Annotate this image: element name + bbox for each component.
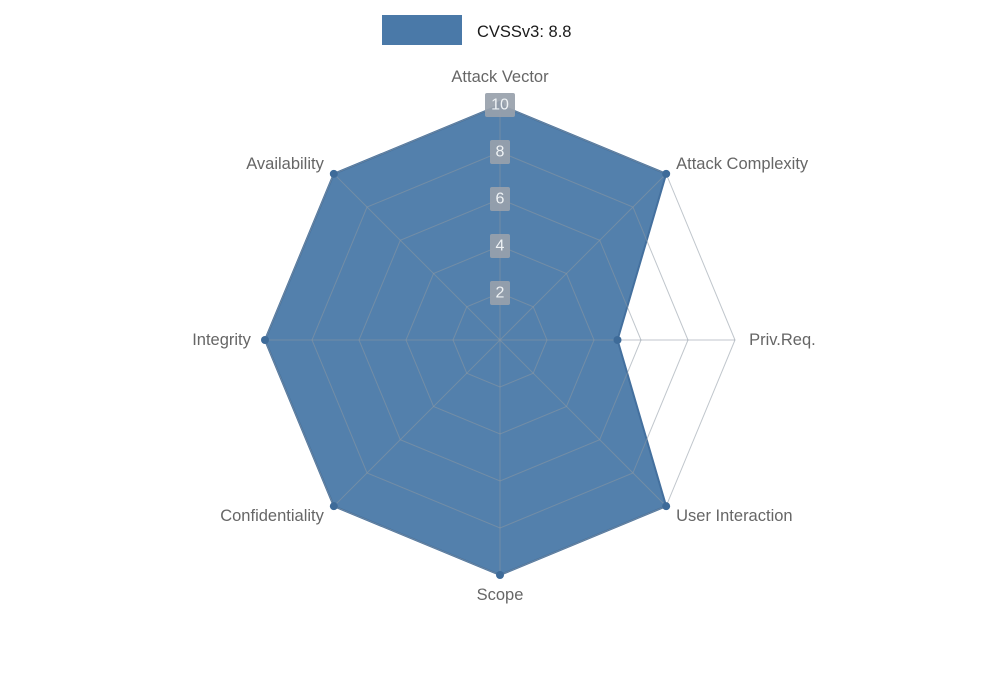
tick-label: 6 xyxy=(496,191,505,208)
tick-label: 8 xyxy=(496,144,505,161)
tick-label: 4 xyxy=(496,238,505,255)
axis-label-availability: Availability xyxy=(246,155,324,173)
radial-tick-labels: 2 4 6 8 10 xyxy=(485,93,515,305)
axis-label-priv-req: Priv.Req. xyxy=(749,331,816,349)
axis-label-attack-vector: Attack Vector xyxy=(451,68,549,86)
tick-label: 2 xyxy=(496,285,505,302)
axis-labels: Attack Vector Attack Complexity Priv.Req. U… xyxy=(192,68,816,604)
grid-spoke xyxy=(499,173,667,341)
grid-spoke xyxy=(333,173,501,341)
grid-spoke xyxy=(333,339,501,507)
grid-spoke xyxy=(499,339,667,507)
radar-point[interactable] xyxy=(662,169,671,178)
radar-point[interactable] xyxy=(662,502,671,511)
axis-label-scope: Scope xyxy=(477,586,524,604)
tick-backdrop xyxy=(485,93,515,117)
axis-label-integrity: Integrity xyxy=(192,331,251,349)
axis-label-confidentiality: Confidentiality xyxy=(220,507,324,525)
legend-swatch[interactable] xyxy=(382,15,462,45)
tick-backdrop xyxy=(490,187,510,211)
radar-point[interactable] xyxy=(613,336,622,344)
radar-point[interactable] xyxy=(261,336,269,344)
axis-label-attack-complexity: Attack Complexity xyxy=(676,155,809,173)
tick-backdrop xyxy=(490,281,510,305)
radar-point[interactable] xyxy=(496,571,504,579)
legend: CVSSv3: 8.8 xyxy=(382,15,571,45)
tick-label: 10 xyxy=(491,97,509,114)
radar-point[interactable] xyxy=(329,502,338,511)
tick-backdrop xyxy=(490,234,510,258)
legend-label[interactable]: CVSSv3: 8.8 xyxy=(477,23,571,41)
axis-label-user-interaction: User Interaction xyxy=(676,507,792,525)
radar-point[interactable] xyxy=(329,169,338,178)
tick-backdrop xyxy=(490,140,510,164)
